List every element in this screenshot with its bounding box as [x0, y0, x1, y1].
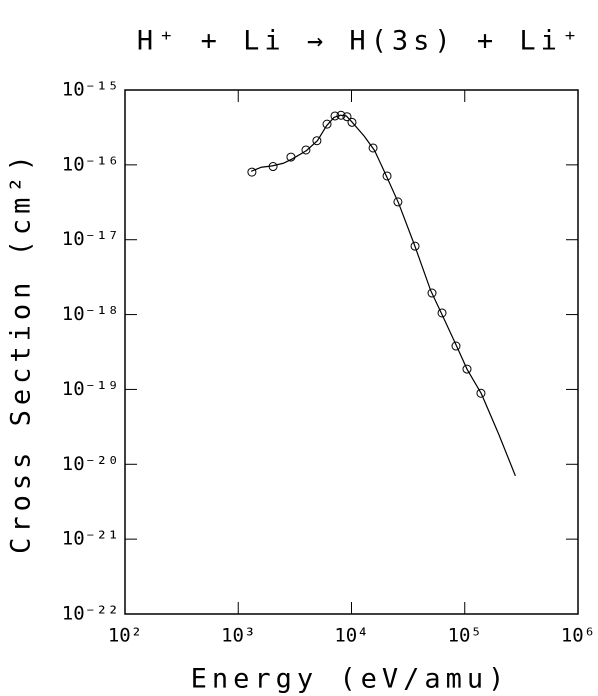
fit-line [250, 114, 516, 477]
y-tick-label: 10⁻²¹ [62, 528, 119, 550]
y-axis-label: Cross Section (cm²) [6, 150, 37, 554]
data-point [322, 119, 332, 129]
data-point [451, 341, 461, 351]
data-point [342, 112, 352, 122]
x-tick-label: 10⁴ [334, 625, 368, 647]
data-point [393, 197, 403, 207]
data-point [382, 171, 392, 181]
data-point [462, 364, 472, 374]
x-tick-label: 10³ [221, 625, 255, 647]
data-point [312, 136, 322, 146]
y-tick-label: 10⁻¹⁵ [62, 79, 119, 101]
data-point [301, 145, 311, 155]
data-point [427, 288, 437, 298]
plot-frame [124, 89, 579, 615]
y-tick-label: 10⁻²² [62, 603, 119, 625]
data-point [347, 117, 357, 127]
data-point [476, 388, 486, 398]
chart-title: H⁺ + Li → H(3s) + Li⁺ [137, 26, 583, 57]
y-tick-label: 10⁻¹⁸ [62, 303, 119, 325]
y-tick-label: 10⁻¹⁶ [62, 153, 119, 175]
data-point [410, 241, 420, 251]
data-point [247, 167, 257, 177]
x-tick-label: 10⁵ [448, 625, 482, 647]
x-tick-label: 10⁶ [561, 625, 595, 647]
y-tick-label: 10⁻¹⁷ [62, 228, 119, 250]
x-tick-label: 10² [108, 625, 142, 647]
y-tick-label: 10⁻²⁰ [62, 453, 119, 475]
data-point [437, 308, 447, 318]
x-axis-label: Energy (eV/amu) [191, 664, 510, 695]
data-point [368, 143, 378, 153]
y-tick-label: 10⁻¹⁹ [62, 378, 119, 400]
